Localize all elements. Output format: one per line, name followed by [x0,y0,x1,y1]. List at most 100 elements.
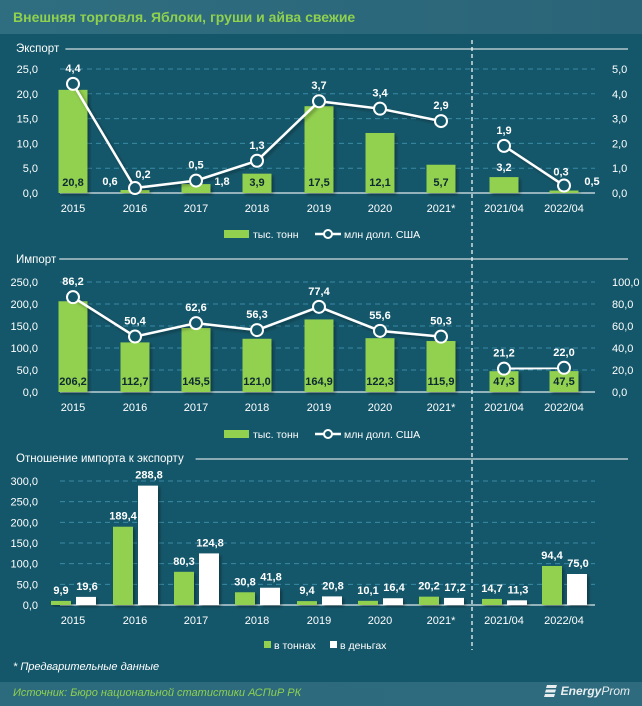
footer-bar [0,682,642,706]
right-tick-label: 40,0 [612,343,633,355]
line-value-label: 0,5 [188,160,203,172]
category-label: 2021* [427,615,456,627]
right-tick-label: 80,0 [612,299,633,311]
right-tick-label: 60,0 [612,321,633,333]
left-tick-label: 0,0 [23,188,38,200]
bar [120,342,150,392]
line-value-label: 0,2 [135,169,150,181]
chart-title: Экспорт [16,43,60,55]
category-label: 2016 [123,615,147,627]
bar-tonnes [297,601,317,605]
line-value-label: 2,9 [433,100,448,112]
category-label: 2022/04 [544,615,584,627]
bar-value-label: 5,7 [433,177,448,189]
line-value-label: 1,9 [496,125,511,137]
category-label: 2018 [245,203,269,215]
left-tick-label: 0,0 [23,600,38,612]
bar-money [444,597,464,605]
left-tick-label: 150,0 [10,538,38,550]
bar-value-label: 121,0 [243,376,271,388]
bar-value-label: 11,3 [508,584,529,596]
category-label: 2015 [61,203,85,215]
right-tick-label: 20,0 [612,365,633,377]
bar-tonnes [542,565,562,605]
bar-value-label: 288,8 [135,470,163,482]
bar-tonnes [235,592,255,605]
bar-value-label: 14,7 [481,583,502,595]
bar-money [138,485,158,605]
page-title: Внешняя торговля. Яблоки, груши и айва с… [13,9,356,25]
bar [304,319,334,392]
line-point [557,360,571,375]
legend-swatch-tonnes [264,641,271,648]
category-label: 2016 [123,402,147,414]
line-point [373,323,387,338]
bar [242,338,272,392]
line-point [557,178,571,193]
legend: тыс. тонн млн долл. США [224,429,420,441]
line-point [434,114,448,129]
category-label: 2021* [427,402,456,414]
line-series [503,144,565,187]
left-tick-label: 20,0 [17,89,38,101]
bar-value-label: 189,4 [109,511,137,523]
line-point [66,76,80,91]
left-tick-label: 25,0 [17,64,38,76]
logo-bold: Energy [560,684,602,698]
category-label: 2022/04 [544,402,584,414]
bar-value-label: 122,3 [366,376,394,388]
line-value-label: 50,4 [124,316,146,328]
bar-value-label: 1,8 [214,176,229,188]
legend-label-tonnes: в тоннах [274,640,316,652]
right-tick-label: 0,0 [612,188,627,200]
source-text: Источник: Бюро национальной статистики А… [13,687,302,699]
category-label: 2022/04 [544,203,584,215]
bar-value-label: 41,8 [260,572,281,584]
left-tick-label: 15,0 [17,114,38,126]
legend-label-usd: млн долл. США [344,229,420,241]
right-tick-label: 100,0 [612,277,640,289]
legend: тыс. тонн млн долл. США [224,229,420,241]
bar-value-label: 17,2 [444,582,465,594]
bar-value-label: 0,6 [102,176,117,188]
logo-rest: Prom [601,684,630,698]
category-label: 2017 [184,615,208,627]
bar-value-label: 9,4 [299,585,315,597]
left-tick-label: 50,0 [17,579,38,591]
bar-value-label: 19,6 [76,581,97,593]
category-label: 2018 [245,615,269,627]
bar-tonnes [419,596,439,605]
left-tick-label: 200,0 [10,517,38,529]
category-label: 2015 [61,615,85,627]
legend-label-money: в деньгах [340,640,387,652]
category-label: 2019 [307,615,331,627]
line-point [497,138,511,153]
line-value-label: 86,2 [62,276,83,288]
category-label: 2019 [307,402,331,414]
line-point [66,290,80,305]
left-tick-label: 300,0 [10,476,38,488]
line-value-label: 56,3 [246,309,267,321]
bar-tonnes [358,600,378,605]
line-value-label: 55,6 [369,310,390,322]
bar [181,327,211,392]
energyprom-logo: EnergyProm [543,684,630,698]
bar-value-label: 3,9 [249,177,264,189]
header-bar: Внешняя торговля. Яблоки, груши и айва с… [0,0,642,34]
bar [58,301,88,392]
legend-marker-usd [323,229,333,239]
bar-value-label: 75,0 [567,558,588,570]
bar-value-label: 47,3 [493,376,514,388]
left-tick-label: 200,0 [10,299,38,311]
category-label: 2016 [123,203,147,215]
bar [489,177,519,193]
legend-marker-usd [323,429,333,439]
charts-canvas: Экспорт 0,0 5,0 10,0 15,0 20,0 25,0 0,0 1,0 2,0 3,… [10,40,640,652]
bar-value-label: 112,7 [122,376,149,388]
right-tick-label: 4,0 [612,89,627,101]
bar-value-label: 124,8 [196,537,224,549]
bar-money [383,598,403,605]
bar-tonnes [482,598,502,605]
line-value-label: 1,3 [249,140,264,152]
bar [549,371,579,392]
